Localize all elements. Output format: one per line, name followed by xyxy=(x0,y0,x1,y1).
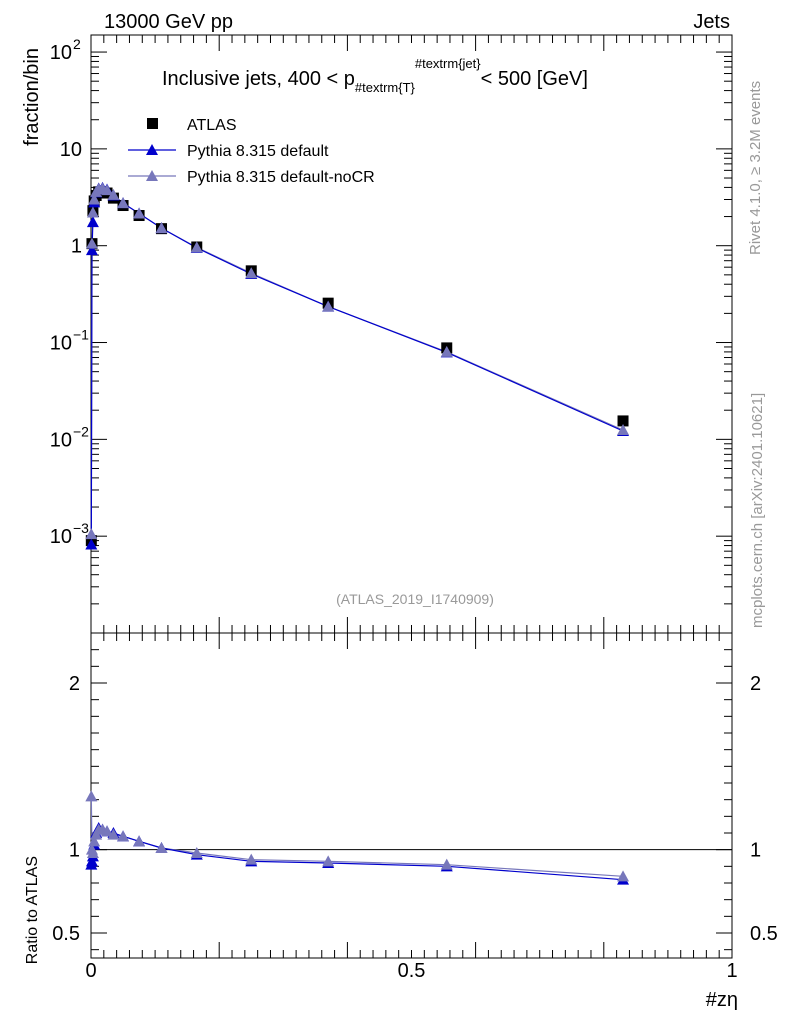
nocr-data-point xyxy=(155,222,168,234)
series-layer xyxy=(85,181,630,550)
ratio-tick-label: 0.5 xyxy=(52,923,80,945)
default-data-point xyxy=(86,216,99,228)
ratio-nocr-point xyxy=(190,847,203,858)
y-tick-label: 1 xyxy=(71,236,82,258)
nocr-data-point xyxy=(190,241,203,253)
x-axis-ticks: 0 0.5 1 xyxy=(85,35,738,982)
series-nocr-line xyxy=(90,187,624,535)
y-tick-exponent: −3 xyxy=(73,520,89,536)
chart-title-subscript: #textrm{T} xyxy=(355,80,416,95)
x-tick-label: 0 xyxy=(85,960,96,982)
y-tick-label: 10 xyxy=(50,333,72,355)
y-tick-exponent: 2 xyxy=(73,36,81,52)
default-data-point xyxy=(85,244,98,256)
legend-atlas-label: ATLAS xyxy=(187,117,237,134)
atlas-data-point xyxy=(617,415,629,427)
ratio-axis-ticks: 2 2 1 1 0.5 0.5 xyxy=(52,649,778,951)
y-tick-label: 10 xyxy=(50,526,72,548)
chart-title: Inclusive jets, 400 < p#textrm{T} #textrm… xyxy=(162,56,588,95)
nocr-data-point xyxy=(86,206,99,218)
ratio-tick-label: 1 xyxy=(69,840,80,862)
nocr-data-point xyxy=(322,300,335,312)
legend-atlas-marker xyxy=(147,118,158,129)
legend-nocr-marker xyxy=(146,170,158,181)
ratio-tick-label-right: 2 xyxy=(750,673,761,695)
y-tick-label: 10 xyxy=(50,42,72,64)
nocr-data-point xyxy=(88,193,101,205)
legend: ATLAS Pythia 8.315 default Pythia 8.315 … xyxy=(128,117,375,186)
legend-default-marker xyxy=(146,144,158,155)
nocr-data-point xyxy=(245,267,258,279)
rivet-version-label: Rivet 4.1.0, ≥ 3.2M events xyxy=(747,81,764,255)
ratio-nocr-point xyxy=(617,870,630,882)
ratio-nocr-point xyxy=(245,853,258,865)
ratio-nocr-point xyxy=(440,858,453,870)
mcplots-source-label: mcplots.cern.ch [arXiv:2401.10621] xyxy=(749,393,766,628)
ratio-nocr-point xyxy=(133,835,146,847)
ratio-nocr-point xyxy=(85,790,98,802)
ratio-nocr-point xyxy=(101,825,114,837)
ratio-nocr-point xyxy=(117,830,130,842)
y-tick-exponent: −2 xyxy=(73,423,89,439)
ratio-nocr-point xyxy=(322,855,335,867)
y-tick-label: 10 xyxy=(50,429,72,451)
nocr-data-point xyxy=(117,197,130,209)
x-axis-label: #zη xyxy=(706,989,738,1011)
x-tick-label: 1 xyxy=(726,960,737,982)
ratio-default-line xyxy=(90,827,624,881)
chart-title-tail: < 500 [GeV] xyxy=(481,68,588,90)
legend-nocr-label: Pythia 8.315 default-noCR xyxy=(187,169,375,186)
nocr-data-point xyxy=(107,188,120,200)
nocr-data-point xyxy=(85,237,98,249)
nocr-data-point xyxy=(85,528,98,540)
y-axis-label: fraction/bin xyxy=(21,48,43,146)
analysis-label: (ATLAS_2019_I1740909) xyxy=(336,591,494,607)
ratio-tick-label-right: 1 xyxy=(750,840,761,862)
ratio-y-axis-label: Ratio to ATLAS xyxy=(24,856,41,964)
nocr-data-point xyxy=(617,423,630,435)
nocr-data-point xyxy=(440,345,453,357)
ratio-nocr-point xyxy=(155,842,168,853)
ratio-tick-label-right: 0.5 xyxy=(750,923,778,945)
nocr-data-point xyxy=(133,207,146,219)
y-tick-exponent: −1 xyxy=(73,327,89,343)
x-tick-label: 0.5 xyxy=(398,960,426,982)
legend-default-label: Pythia 8.315 default xyxy=(187,143,329,160)
nocr-data-point xyxy=(101,184,114,196)
chart-title-superscript: #textrm{jet} xyxy=(415,56,481,71)
ratio-nocr-point xyxy=(86,847,99,858)
ratio-nocr-point xyxy=(88,835,101,847)
ratio-nocr-point xyxy=(107,828,120,840)
ratio-layer xyxy=(85,790,630,885)
chart-title-main: Inclusive jets, 400 < p xyxy=(162,68,355,90)
default-data-point xyxy=(85,538,98,550)
ratio-tick-label: 2 xyxy=(69,673,80,695)
ratio-plot-frame xyxy=(90,632,733,959)
header-left-label: 13000 GeV pp xyxy=(104,11,233,33)
series-default-line xyxy=(90,187,624,545)
y-tick-label: 10 xyxy=(60,139,82,161)
header-right-label: Jets xyxy=(693,11,730,33)
